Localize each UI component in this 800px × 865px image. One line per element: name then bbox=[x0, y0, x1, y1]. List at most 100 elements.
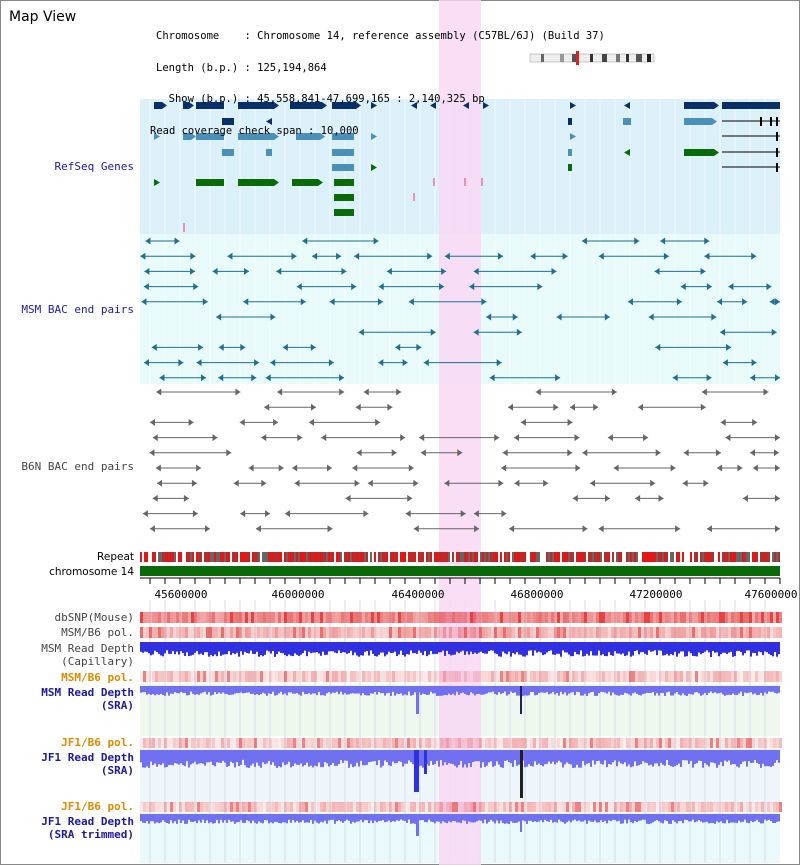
depth-bar bbox=[354, 642, 356, 653]
msm-bac-pair bbox=[270, 359, 334, 367]
lower-coverage-tracks[interactable] bbox=[140, 612, 782, 836]
polymorphism-cell bbox=[251, 738, 254, 748]
b6n-bac-pair bbox=[413, 525, 480, 533]
polymorphism-cell bbox=[527, 802, 530, 812]
repeat-segment bbox=[346, 552, 348, 562]
polymorphism-cell bbox=[467, 802, 470, 812]
depth-bar bbox=[460, 642, 462, 652]
repeat-segment bbox=[150, 552, 152, 562]
polymorphism-cell bbox=[224, 627, 227, 638]
polymorphism-cell bbox=[749, 738, 752, 748]
polymorphism-cell bbox=[620, 671, 623, 682]
polymorphism-cell bbox=[314, 671, 317, 682]
repeat-segment bbox=[660, 552, 662, 562]
msm-bac-end-pairs[interactable] bbox=[140, 237, 780, 382]
polymorphism-cell bbox=[497, 671, 500, 682]
polymorphism-cell bbox=[494, 738, 497, 748]
track-label-msm-depth-capillary[interactable]: MSM Read Depth (Capillary) bbox=[41, 642, 134, 668]
track-label-repeat[interactable]: Repeat bbox=[97, 551, 134, 563]
track-label-msm-depth-sra[interactable]: MSM Read Depth (SRA) bbox=[41, 686, 134, 712]
track-label-jf1-depth-sra[interactable]: JF1 Read Depth (SRA) bbox=[41, 751, 134, 777]
polymorphism-cell bbox=[149, 612, 152, 623]
track-label-msm-b6-pol-2[interactable]: MSM/B6 pol. bbox=[61, 671, 134, 684]
depth-bar bbox=[410, 750, 412, 763]
depth-bar bbox=[640, 814, 642, 821]
depth-bar bbox=[586, 750, 588, 764]
b6n-bac-pair bbox=[255, 525, 333, 533]
b6n-bac-end-pairs[interactable] bbox=[142, 388, 780, 533]
polymorphism-cell bbox=[452, 612, 455, 623]
depth-bar bbox=[180, 750, 182, 764]
polymorphism-cell bbox=[644, 738, 647, 748]
polymorphism-cell bbox=[488, 671, 491, 682]
polymorphism-cell bbox=[392, 627, 395, 638]
depth-bar bbox=[322, 814, 324, 823]
track-label-refseq-genes[interactable]: RefSeq Genes bbox=[54, 160, 134, 173]
track-label-msm-b6-pol[interactable]: MSM/B6 pol. bbox=[61, 626, 134, 639]
polymorphism-cell bbox=[164, 738, 167, 748]
refseq-gene-features[interactable] bbox=[154, 102, 780, 232]
polymorphism-cell bbox=[554, 738, 557, 748]
polymorphism-cell bbox=[221, 612, 224, 623]
gene-feature bbox=[196, 179, 224, 186]
depth-bar bbox=[192, 750, 194, 764]
repeat-segment bbox=[412, 552, 414, 562]
depth-bar bbox=[568, 814, 570, 821]
polymorphism-cell bbox=[308, 802, 311, 812]
depth-bar bbox=[544, 686, 546, 693]
depth-bar bbox=[252, 750, 254, 764]
depth-bar bbox=[606, 814, 608, 824]
msm-bac-pair bbox=[728, 283, 772, 291]
track-label-dbsnp[interactable]: dbSNP(Mouse) bbox=[54, 611, 134, 624]
depth-bar bbox=[570, 750, 572, 765]
depth-spike bbox=[416, 686, 419, 714]
polymorphism-cell bbox=[515, 738, 518, 748]
depth-bar bbox=[262, 686, 264, 693]
polymorphism-cell bbox=[689, 671, 692, 682]
depth-bar bbox=[314, 814, 316, 821]
repeat-track-bar[interactable] bbox=[140, 552, 780, 562]
depth-bar bbox=[672, 750, 674, 767]
track-label-b6n-bac[interactable]: B6N BAC end pairs bbox=[21, 460, 134, 473]
polymorphism-cell bbox=[683, 627, 686, 638]
track-label-msm-bac[interactable]: MSM BAC end pairs bbox=[21, 303, 134, 316]
polymorphism-cell bbox=[584, 802, 587, 812]
polymorphism-cell bbox=[251, 671, 254, 682]
polymorphism-cell bbox=[545, 802, 548, 812]
msm-bac-pair bbox=[354, 252, 433, 260]
depth-bar bbox=[686, 642, 688, 657]
chromosome-ideogram[interactable] bbox=[529, 51, 655, 65]
polymorphism-cell bbox=[347, 627, 350, 638]
track-label-chromosome[interactable]: chromosome 14 bbox=[49, 566, 134, 578]
polymorphism-cell bbox=[572, 627, 575, 638]
repeat-segment bbox=[260, 552, 262, 562]
track-label-jf1-b6-pol-2[interactable]: JF1/B6 pol. bbox=[61, 800, 134, 813]
track-label-jf1-depth-trimmed[interactable]: JF1 Read Depth (SRA trimmed) bbox=[41, 815, 134, 841]
repeat-segment bbox=[266, 552, 268, 562]
polymorphism-cell bbox=[542, 671, 545, 682]
depth-bar bbox=[188, 686, 190, 696]
gene-feature bbox=[332, 149, 354, 156]
b6n-bac-pair bbox=[513, 434, 580, 442]
repeat-segment bbox=[372, 552, 374, 562]
depth-bar bbox=[616, 642, 618, 654]
depth-bar bbox=[516, 642, 518, 653]
repeat-segment bbox=[378, 552, 380, 562]
repeat-segment bbox=[698, 552, 700, 562]
depth-bar bbox=[356, 750, 358, 763]
b6n-bac-pair bbox=[508, 403, 559, 411]
depth-bar bbox=[360, 814, 362, 820]
chromosome-bar[interactable] bbox=[140, 566, 780, 576]
polymorphism-cell bbox=[482, 627, 485, 638]
track-label-jf1-b6-pol[interactable]: JF1/B6 pol. bbox=[61, 736, 134, 749]
polymorphism-cell bbox=[197, 738, 200, 748]
polymorphism-cell bbox=[779, 627, 782, 638]
polymorphism-cell bbox=[491, 802, 494, 812]
polymorphism-cell bbox=[755, 627, 758, 638]
polymorphism-cell bbox=[692, 612, 695, 623]
depth-bar bbox=[452, 750, 454, 765]
b6n-bac-pair bbox=[284, 510, 369, 518]
depth-bar bbox=[160, 642, 162, 656]
highlight-region[interactable] bbox=[439, 0, 481, 865]
depth-bar bbox=[740, 686, 742, 692]
